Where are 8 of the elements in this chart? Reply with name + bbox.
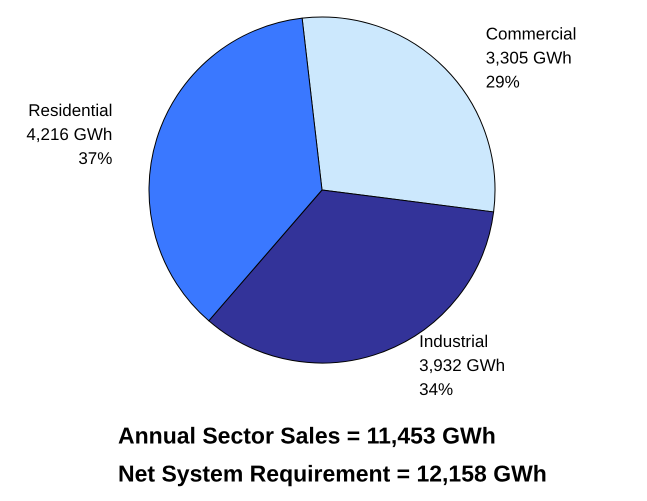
text: Net System Requirement = 12,158 GWh [118, 460, 547, 486]
data-label: 3,305 GWh 29% [486, 48, 572, 92]
text: Annual Sector Sales = 11,453 GWh [118, 422, 496, 448]
slice-label: Industrial [419, 332, 488, 352]
data-label: 3,932 GWh 34% [419, 356, 506, 400]
slice-label: Commercial [486, 24, 576, 44]
data-label: 4,216 GWh 37% [26, 125, 112, 168]
slice-label: Residential [28, 101, 112, 120]
